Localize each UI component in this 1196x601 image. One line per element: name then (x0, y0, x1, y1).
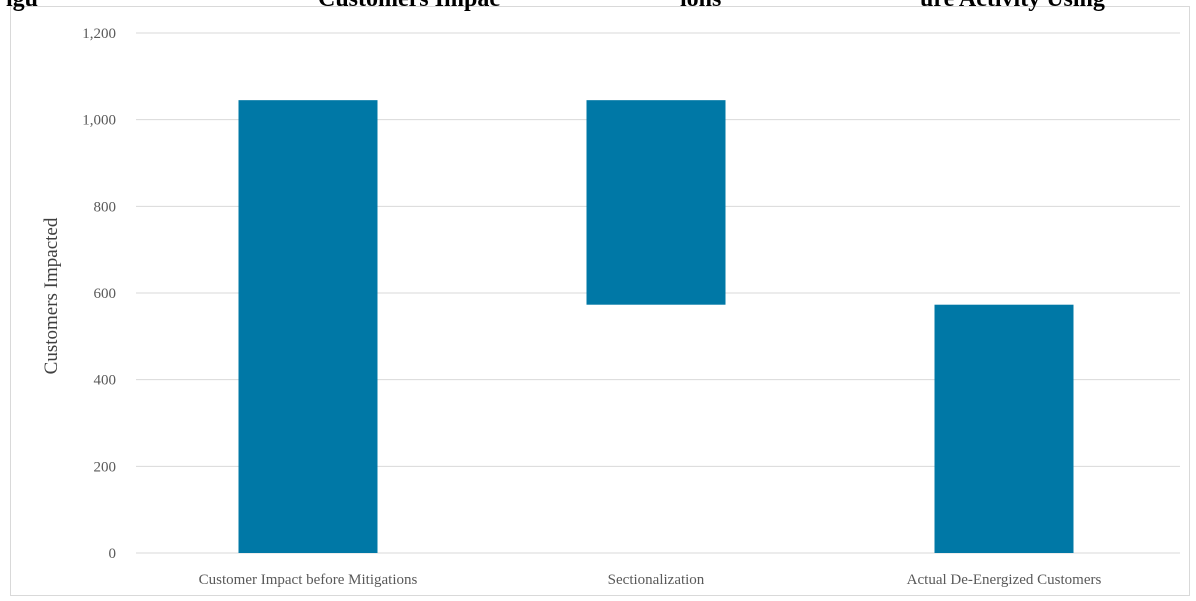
y-tick-label: 800 (94, 199, 117, 215)
bar-2 (586, 100, 726, 305)
x-category-label: Sectionalization (608, 572, 705, 588)
title-fragment: ure Activity Using (920, 0, 1105, 12)
title-fragment: ions (680, 0, 721, 12)
bars (238, 100, 1074, 554)
title-fragment: Customers Impac (318, 0, 500, 12)
y-axis-title: Customers Impacted (41, 217, 62, 374)
bar-3 (934, 304, 1074, 553)
y-tick-label: 200 (94, 459, 117, 475)
y-tick-label: 0 (109, 546, 117, 562)
y-tick-label: 400 (94, 373, 117, 389)
y-tick-label: 600 (94, 286, 117, 302)
x-category-label: Actual De-Energized Customers (907, 572, 1102, 588)
y-tick-labels: 0 200 400 600 800 1,000 1,200 (82, 26, 116, 562)
x-category-label: Customer Impact before Mitigations (199, 572, 418, 588)
bar-1 (238, 100, 378, 554)
chart-title: igu Customers Impac ions ure Activity Using (6, 0, 1105, 12)
y-tick-label: 1,000 (82, 113, 116, 129)
x-category-labels: Customer Impact before Mitigations Sectio… (199, 572, 1102, 588)
title-fragment: igu (6, 0, 38, 12)
y-tick-label: 1,200 (82, 26, 116, 42)
